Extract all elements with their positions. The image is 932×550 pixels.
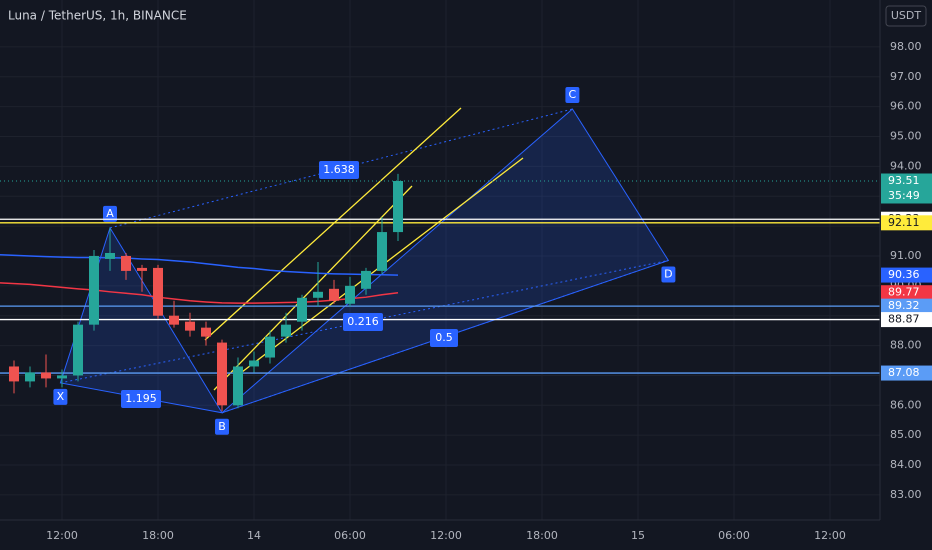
channel-line: [213, 185, 413, 391]
x-tick-label: 06:00: [334, 529, 366, 542]
candle-body: [217, 342, 227, 406]
candle-body: [105, 252, 115, 259]
ratio-box: [121, 390, 161, 408]
x-tick-label: 12:00: [814, 529, 846, 542]
y-tick-label: 85.00: [890, 428, 922, 441]
y-tick-label: 84.00: [890, 458, 922, 471]
x-tick-label: 18:00: [526, 529, 558, 542]
candle-body: [297, 297, 307, 322]
price-label-box: [881, 173, 932, 204]
price-label: 89.77: [888, 286, 920, 299]
x-tick-label: 12:00: [46, 529, 78, 542]
y-tick-label: 91.00: [890, 249, 922, 262]
price-label: 89.32: [888, 299, 920, 312]
candles: [9, 173, 403, 412]
ratio-box: [319, 161, 359, 179]
candle-body: [233, 366, 243, 406]
point-box: [565, 87, 580, 104]
ratio-label: 0.5: [435, 331, 453, 344]
currency: USDT: [891, 9, 922, 22]
price-label: 93.51: [888, 174, 920, 187]
candle-body: [41, 372, 51, 379]
point-box: [53, 388, 68, 405]
y-tick-label: 95.00: [890, 129, 922, 142]
price-lines: [0, 180, 880, 374]
candle-body: [329, 288, 339, 301]
candle-body: [201, 327, 211, 337]
candle-body: [89, 255, 99, 325]
price-label-box: [881, 285, 932, 301]
point-box: [661, 266, 676, 283]
moving-average: [0, 254, 399, 276]
candle-body: [185, 321, 195, 331]
y-tick-label: 97.00: [890, 70, 922, 83]
point-box: [215, 418, 229, 435]
ratio-label: 1.638: [323, 163, 355, 176]
pattern: X A B C D: [53, 87, 676, 435]
ratio-label: 0.216: [347, 315, 379, 328]
y-tick-label: 88.00: [890, 339, 922, 352]
candle-body: [169, 315, 179, 325]
price-label: 87.08: [888, 366, 920, 379]
price-label-box: [881, 267, 932, 283]
candle-body: [153, 267, 163, 316]
channel-line: [204, 107, 462, 341]
x-tick-label: 14: [247, 529, 261, 542]
x-tick-label: 18:00: [142, 529, 174, 542]
point-label: C: [569, 88, 577, 101]
currency-box: [885, 5, 927, 27]
point-label: A: [106, 207, 114, 220]
ratio-box: [430, 329, 458, 347]
candle-body: [25, 372, 35, 382]
price-label-box: [881, 312, 932, 328]
candle-body: [265, 336, 275, 358]
point-label: D: [664, 267, 672, 280]
candle-body: [57, 375, 67, 379]
x-tick-label: 06:00: [718, 529, 750, 542]
price-label: 88.87: [888, 313, 920, 326]
candle-body: [249, 360, 259, 367]
point-label: B: [218, 420, 226, 433]
candle-body: [73, 324, 83, 376]
y-tick-label: 83.00: [890, 488, 922, 501]
price-label-box: [881, 365, 932, 381]
candle-body: [137, 267, 147, 271]
y-tick-label: 98.00: [890, 40, 922, 53]
candle-body: [393, 180, 403, 233]
price-label: 90.36: [888, 268, 920, 281]
price-label: 92.11: [888, 216, 920, 229]
ratio-labels: 1.195 1.638 0.216 0.5: [121, 161, 458, 408]
x-tick-label: 15: [631, 529, 645, 542]
axis-labels: 83.0084.0085.0086.0087.0088.0089.0090.00…: [46, 40, 932, 542]
candle-body: [281, 324, 291, 337]
candle-body: [345, 285, 355, 304]
price-label-box: [881, 298, 932, 314]
y-tick-label: 86.00: [890, 398, 922, 411]
candle-body: [313, 291, 323, 298]
candle-body: [361, 270, 371, 289]
countdown: 35:49: [888, 189, 920, 202]
candle-body: [121, 255, 131, 271]
candle-body: [9, 366, 19, 382]
y-tick-label: 96.00: [890, 100, 922, 113]
ratio-box: [343, 313, 383, 331]
ratio-label: 1.195: [125, 392, 157, 405]
grid: [0, 0, 880, 520]
x-tick-label: 12:00: [430, 529, 462, 542]
candle-body: [377, 232, 387, 271]
price-label-box: [881, 215, 932, 231]
point-box: [103, 205, 117, 222]
chart-title: Luna / TetherUS, 1h, BINANCE: [8, 9, 187, 23]
y-tick-label: 94.00: [890, 159, 922, 172]
point-label: X: [57, 390, 65, 403]
